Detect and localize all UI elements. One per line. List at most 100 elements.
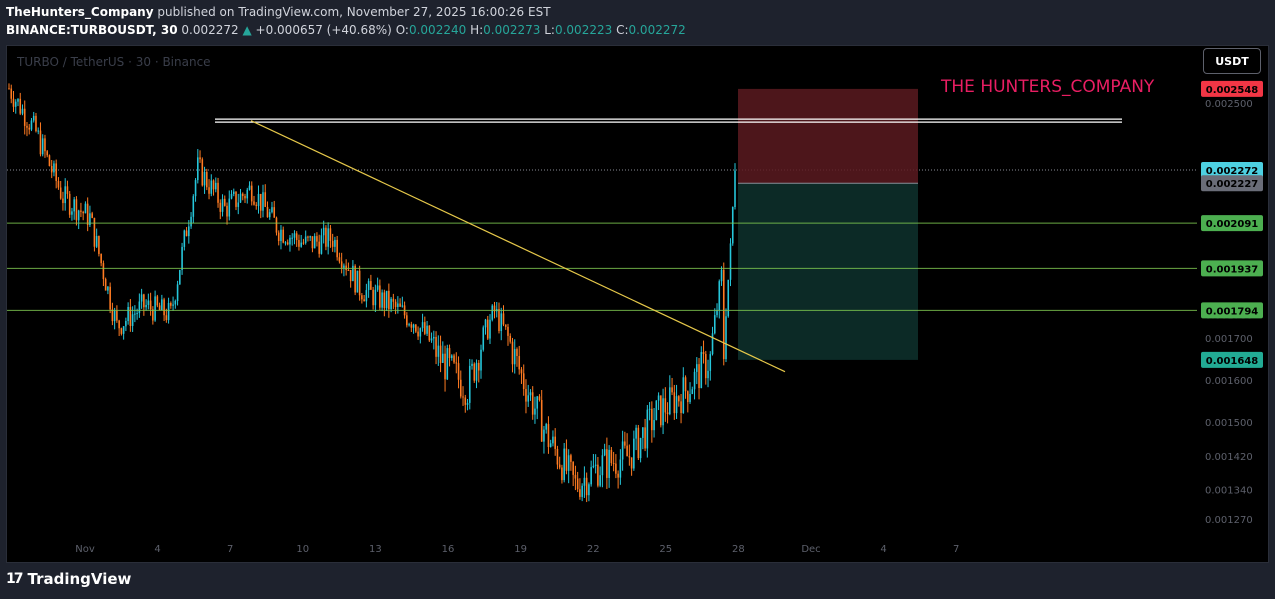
candle-body [626,445,628,457]
time-axis[interactable]: Nov 4 7 10 13 16 19 22 25 28 Dec 4 7 [75,544,959,555]
candle-body [653,420,655,431]
candle-body [678,396,680,402]
candle-body [675,396,678,414]
candle-body [354,265,356,293]
candle-body [82,211,84,214]
chart-pane[interactable]: TURBO / TetherUS · 30 · Binance THE HUNT… [6,45,1269,563]
publish-info: published on TradingView.com, November 2… [157,5,551,19]
price-label-bg [1201,260,1263,277]
candle-body [567,455,570,471]
candle-body [226,205,228,217]
candle-body [644,427,646,449]
candle-body [300,242,302,247]
candle-body [320,235,323,254]
candle-body [686,391,689,403]
candle-body [493,305,496,312]
candle-body [630,457,633,469]
candle-body [720,269,723,282]
candle-body [558,464,561,468]
x-tick-label: 16 [442,544,455,555]
candle-body [262,192,264,211]
x-tick-label: 7 [953,544,959,555]
candle-body [277,232,280,242]
candle-body [192,196,195,217]
candle-body [624,441,626,446]
candle-body [316,236,318,242]
author-name[interactable]: TheHunters_Company [6,5,154,19]
candle-body [700,352,703,389]
candle-body [257,193,260,206]
candle-body [536,396,539,409]
candle-body [504,324,507,327]
candle-body [642,427,644,438]
candle-body [691,389,694,395]
candle-body [689,394,691,403]
candle-body [518,356,521,370]
price-label-text: 0.002091 [1206,219,1259,230]
y-tick-label: 0.001270 [1205,515,1253,526]
candle-body [585,477,588,496]
candle-body [545,424,547,430]
candle-body [172,304,174,306]
price-label-text: 0.002272 [1206,166,1259,177]
candle-body [489,319,491,339]
x-tick-label: 7 [227,544,233,555]
candle-body [329,228,332,241]
candle-body [26,125,28,128]
price-chart[interactable]: TURBO / TetherUS · 30 · Binance THE HUNT… [7,46,1270,564]
price-labels: 0.0025480.00227229:360.0022270.0020910.0… [1201,80,1263,368]
candle-body [684,377,687,392]
candle-body [543,429,545,442]
close-value: 0.002272 [628,23,686,37]
candle-body [334,239,336,247]
x-tick-label: 22 [587,544,600,555]
candle-body [381,292,383,308]
candle-body [59,187,62,199]
candle-body [46,151,49,156]
tradingview-logo[interactable]: 𝟭𝟳 TradingView [6,570,131,588]
candle-body [669,387,671,415]
candle-body [651,408,653,431]
candle-body [295,233,298,241]
high-value: 0.002273 [483,23,541,37]
candle-body [473,363,476,381]
candle-body [275,217,278,233]
x-tick-label: 13 [369,544,382,555]
candle-body [379,285,381,308]
candle-body [457,363,460,380]
candle-body [680,401,682,413]
candle-body [32,115,35,121]
candle-body [376,285,379,290]
candle-body [309,236,311,238]
low-label: L: [544,23,555,37]
candle-body [592,465,595,468]
candle-body [572,461,574,475]
x-tick-label: 25 [659,544,672,555]
annotation-text[interactable]: THE HUNTERS_COMPANY [940,77,1155,97]
price-label-bg [1201,80,1263,97]
header: TheHunters_Company published on TradingV… [6,3,686,39]
price-label-text: 0.001648 [1206,356,1259,367]
logo-text: TradingView [27,570,132,588]
candle-body [433,336,435,339]
candle-body [284,242,287,244]
candle-body [727,279,730,317]
candle-body [30,120,33,130]
candle-body [707,370,709,379]
candle-body [361,295,363,300]
currency-button[interactable]: USDT [1203,48,1261,74]
candle-body [725,316,727,360]
candle-body [477,362,480,371]
close-label: C: [616,23,629,37]
candle-body [86,203,89,225]
candle-body [563,448,565,481]
candle-body [176,284,179,301]
candle-body [264,192,267,207]
candle-body [549,443,552,447]
candle-body [352,265,354,282]
candle-body [574,474,577,479]
candle-body [435,336,437,357]
candle-body [111,309,114,322]
price-label-text: 0.002548 [1206,85,1259,96]
candle-body [363,299,365,302]
